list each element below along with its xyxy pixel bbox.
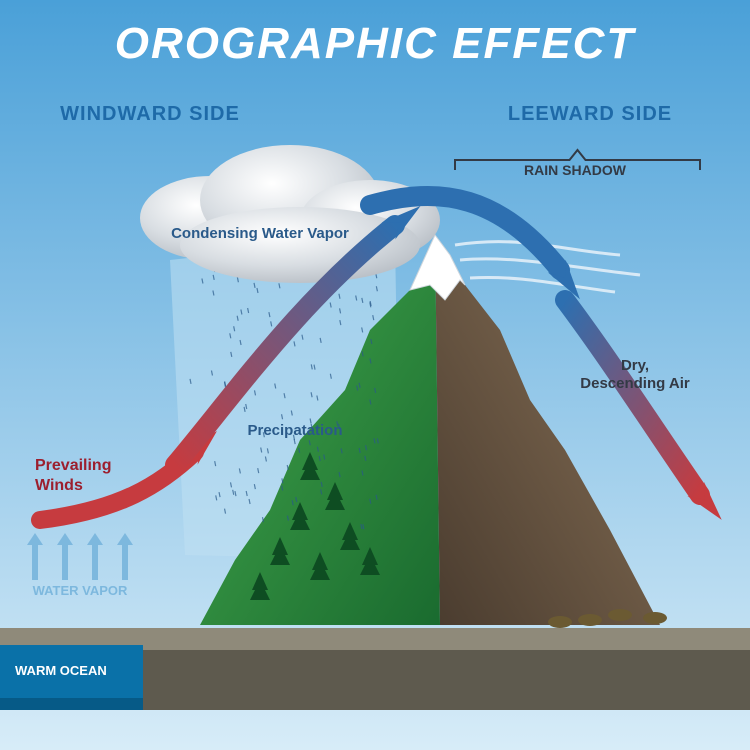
windward-label: WINDWARD SIDE	[60, 103, 240, 125]
svg-text:Dry,: Dry,	[621, 357, 649, 374]
warm-ocean-label: WARM OCEAN	[15, 663, 107, 678]
condensing-label: Condensing Water Vapor	[171, 225, 349, 242]
leeward-label: LEEWARD SIDE	[508, 103, 672, 125]
rain-shadow-label: RAIN SHADOW	[524, 162, 627, 178]
orographic-diagram: OROGRAPHIC EFFECT WINDWARD SIDE LEEWARD …	[0, 0, 750, 750]
diagram-title: OROGRAPHIC EFFECT	[115, 19, 637, 68]
svg-text:Winds: Winds	[35, 477, 83, 494]
water-vapor-label: WATER VAPOR	[33, 583, 128, 598]
ocean-shadow	[0, 698, 143, 710]
precipitation-label: Precipatation	[247, 422, 342, 439]
svg-text:Prevailing: Prevailing	[35, 457, 111, 474]
svg-text:Descending Air: Descending Air	[580, 375, 690, 392]
